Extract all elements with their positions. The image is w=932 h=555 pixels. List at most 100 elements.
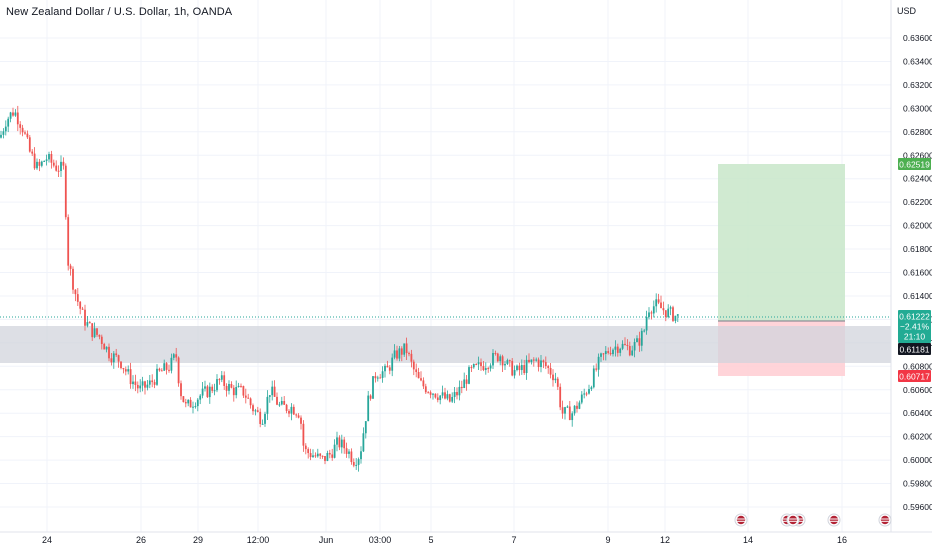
candle-body: [268, 395, 271, 397]
flag-icon[interactable]: [786, 513, 800, 527]
flag-icon[interactable]: [734, 513, 748, 527]
candle-body: [254, 410, 257, 412]
candle-body: [79, 301, 82, 309]
candle-body: [585, 393, 588, 395]
candle-body: [453, 392, 456, 397]
candle-body: [160, 370, 163, 372]
flag-icon[interactable]: [827, 513, 841, 527]
candle-body: [24, 132, 26, 134]
candle-body: [192, 406, 194, 408]
candle-body: [124, 369, 127, 372]
candle-body: [28, 137, 31, 152]
candle-body: [324, 456, 326, 461]
candle-body: [211, 386, 214, 391]
candle-body: [580, 394, 583, 403]
candle-body: [204, 386, 206, 389]
candle-body: [328, 452, 331, 455]
candle-body: [259, 411, 262, 424]
candle-body: [628, 345, 631, 356]
profit-zone[interactable]: [718, 164, 845, 321]
candle-body: [434, 393, 437, 398]
candle-body: [544, 362, 547, 367]
candle-body: [480, 362, 482, 367]
time-axis[interactable]: 24 26 29 12:00 Jun 03:00 5 7 9 12 14 16: [42, 535, 847, 545]
candle-body: [535, 359, 538, 361]
candle-body: [612, 349, 614, 355]
candle-body: [643, 330, 646, 332]
candle-body: [549, 367, 552, 375]
candle-body: [420, 378, 422, 381]
candle-body: [463, 379, 466, 389]
candle-body: [16, 112, 19, 125]
candle-body: [669, 307, 672, 309]
time-tick: 16: [837, 535, 847, 545]
price-tick: 0.61800: [903, 244, 932, 254]
candle-body: [408, 353, 410, 355]
price-axis[interactable]: 0.63600 0.63400 0.63200 0.63000 0.62800 0.626…: [903, 33, 932, 512]
candle-body: [595, 368, 598, 370]
candle-body: [400, 348, 403, 355]
candle-body: [456, 392, 458, 396]
candle-body: [556, 378, 559, 387]
candle-body: [117, 355, 120, 362]
candle-body: [216, 379, 218, 391]
candle-body: [280, 401, 283, 405]
candle-body: [180, 383, 182, 397]
candle-body: [566, 406, 569, 408]
candle-body: [621, 343, 624, 349]
candle-body: [451, 396, 454, 402]
candle-body: [633, 342, 636, 351]
candle-body: [578, 402, 581, 409]
candle-body: [314, 455, 317, 457]
candle-body: [223, 375, 226, 386]
candle-body: [369, 395, 372, 399]
time-tick: 12: [660, 535, 670, 545]
currency-label[interactable]: USD: [896, 6, 916, 16]
candle-body: [307, 449, 310, 454]
candle-body: [364, 421, 367, 434]
candle-body: [153, 382, 156, 385]
candle-body: [146, 384, 149, 388]
candle-body: [604, 351, 607, 355]
candle-body: [206, 386, 209, 398]
candle-body: [345, 448, 348, 454]
candle-body: [520, 365, 523, 371]
candle-body: [664, 310, 667, 318]
candle-body: [554, 378, 557, 381]
candle-body: [444, 392, 446, 399]
candle-body: [436, 397, 439, 401]
candle-body: [391, 357, 394, 371]
candle-body: [393, 350, 396, 358]
price-tick: 0.62800: [903, 127, 932, 137]
candle-body: [256, 410, 259, 412]
candle-body: [228, 383, 230, 391]
candle-body: [316, 453, 319, 457]
price-tick: 0.60400: [903, 408, 932, 418]
candle-body: [7, 118, 10, 127]
candle-body: [564, 407, 566, 414]
candle-body: [100, 336, 103, 344]
candle-body: [475, 364, 478, 366]
price-tick: 0.62600: [903, 150, 932, 160]
candle-body: [158, 368, 161, 371]
candle-body: [333, 444, 336, 458]
support-zone[interactable]: [0, 326, 891, 363]
candle-body: [441, 392, 444, 396]
candle-body: [350, 451, 353, 463]
price-tick: 0.63200: [903, 80, 932, 90]
candle-body: [616, 346, 619, 353]
candle-body: [645, 316, 648, 331]
candle-body: [252, 405, 254, 412]
candle-body: [139, 385, 142, 389]
candle-body: [170, 357, 173, 371]
price-tick: 0.63400: [903, 56, 932, 66]
candle-body: [194, 406, 197, 408]
candle-body: [218, 379, 221, 381]
candle-body: [657, 299, 660, 303]
candle-body: [552, 374, 554, 381]
candle-body: [60, 161, 62, 171]
flag-icon[interactable]: [878, 513, 892, 527]
candle-body: [21, 127, 24, 133]
